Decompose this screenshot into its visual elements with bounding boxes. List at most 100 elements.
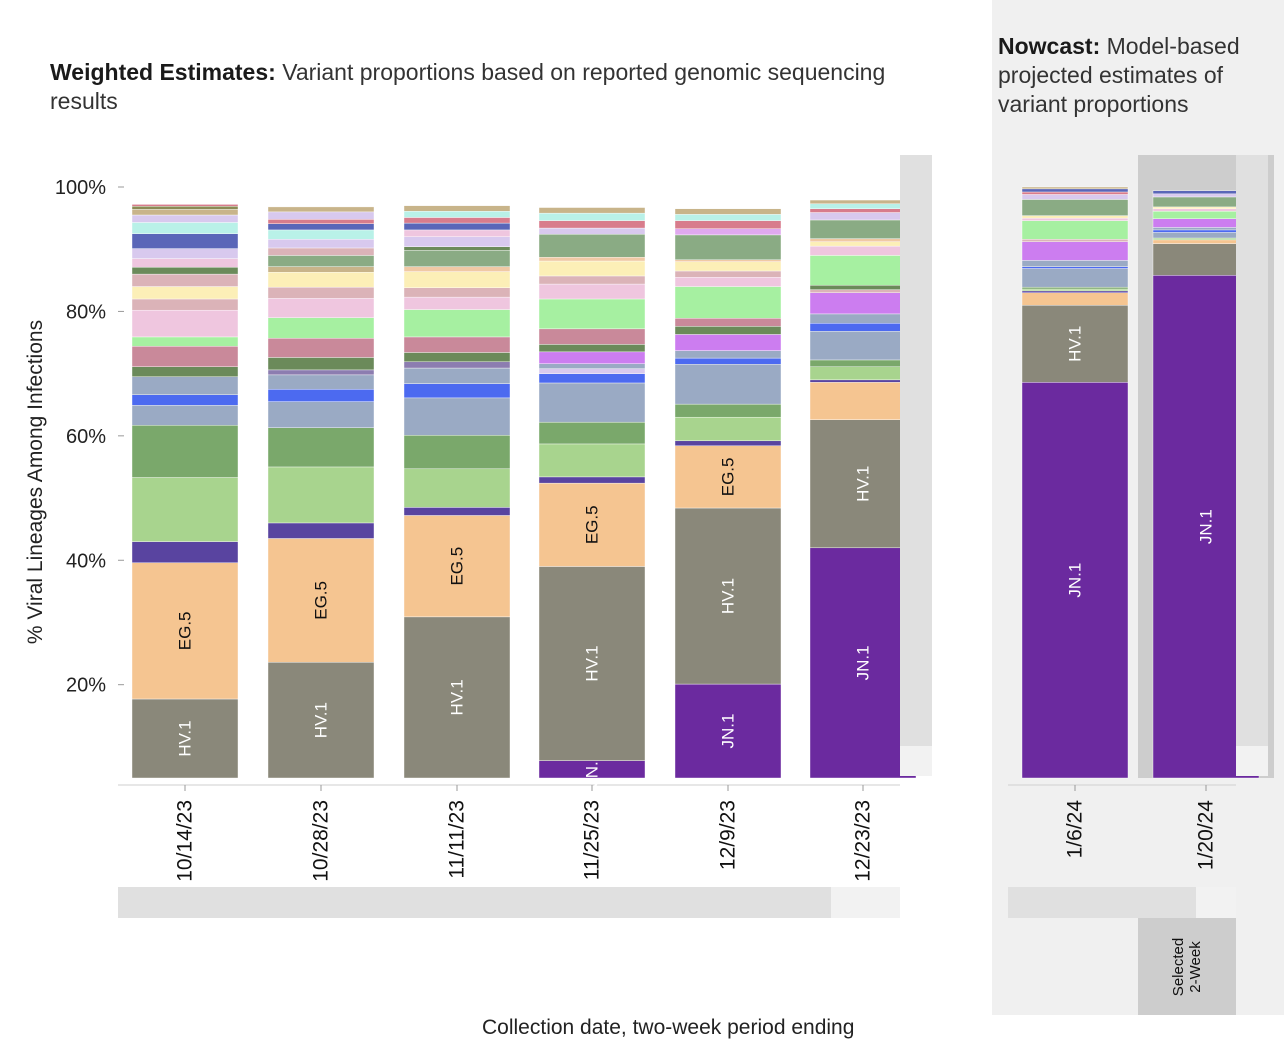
bar-segment[interactable] [809,547,917,779]
bar-segment[interactable] [674,261,782,272]
bar-segment[interactable] [674,357,782,365]
bar-segment[interactable] [131,309,239,338]
bar-segment[interactable] [403,336,511,353]
bar-segment[interactable] [403,250,511,267]
bar-segment[interactable] [403,236,511,247]
bar-segment[interactable] [674,334,782,351]
bar-segment[interactable] [538,328,646,345]
bar-segment[interactable] [131,258,239,268]
bar-segment[interactable] [674,286,782,319]
bar-segment[interactable] [1021,290,1129,293]
bar-segment[interactable] [267,374,375,390]
bar-segment[interactable] [403,309,511,338]
bar-segment[interactable] [674,445,782,509]
bar-segment[interactable] [131,346,239,367]
bar-segment[interactable] [131,336,239,347]
bar-segment[interactable] [674,326,782,335]
bar-segment[interactable] [674,228,782,236]
bar-segment[interactable] [538,212,646,221]
bar-segment[interactable] [267,357,375,371]
bar-segment[interactable] [674,318,782,327]
bar-segment[interactable] [267,286,375,299]
bar-segment[interactable] [1021,239,1129,242]
bar-segment[interactable] [403,507,511,516]
bar-segment[interactable] [1021,186,1129,190]
bar-segment[interactable] [267,206,375,213]
bar-segment[interactable] [538,275,646,285]
bar-segment[interactable] [131,248,239,259]
bar-segment[interactable] [538,260,646,277]
bar-segment[interactable] [267,223,375,231]
bar-segment[interactable] [1021,215,1129,219]
bar-segment[interactable] [1021,292,1129,306]
bar-segment[interactable] [674,416,782,442]
bar-segment[interactable] [1021,288,1129,292]
bar-segment[interactable] [131,562,239,700]
bar-segment[interactable] [538,283,646,300]
bar-segment[interactable] [403,352,511,363]
bar-segment[interactable] [131,425,239,478]
bar-segment[interactable] [538,373,646,384]
bar-segment[interactable] [131,394,239,406]
bar-segment[interactable] [131,214,239,223]
bar-segment[interactable] [538,566,646,761]
bar-segment[interactable] [1021,305,1129,383]
bar-segment[interactable] [267,401,375,428]
bar-segment[interactable] [674,364,782,405]
bar-segment[interactable] [267,211,375,220]
bar-segment[interactable] [131,267,239,275]
bar-segment[interactable] [131,541,239,563]
bar-segment[interactable] [538,220,646,229]
bar-segment[interactable] [538,476,646,484]
bar-segment[interactable] [131,204,239,207]
bar-segment[interactable] [267,247,375,256]
bar-segment[interactable] [538,363,646,369]
bar-segment[interactable] [403,367,511,384]
bar-segment[interactable] [403,515,511,618]
bar-segment[interactable] [267,337,375,358]
bar-segment[interactable] [674,234,782,260]
bar-segment[interactable] [538,443,646,478]
bar-segment[interactable] [403,296,511,310]
bar-segment[interactable] [267,317,375,339]
bar-segment[interactable] [674,214,782,221]
bar-segment[interactable] [267,662,375,779]
nowcast-vertical-scrollbar-thumb[interactable] [1236,155,1268,746]
bar-segment[interactable] [131,477,239,542]
weighted-vertical-scrollbar-thumb[interactable] [900,155,932,746]
bar-segment[interactable] [674,683,782,779]
bar-segment[interactable] [1021,268,1129,288]
bar-segment[interactable] [809,419,917,549]
bar-segment[interactable] [1021,266,1129,269]
bar-segment[interactable] [403,222,511,231]
bar-segment[interactable] [538,421,646,445]
bar-segment[interactable] [403,287,511,298]
bar-segment[interactable] [1021,188,1129,193]
bar-segment[interactable] [674,220,782,229]
bar-segment[interactable] [674,403,782,418]
bar-segment[interactable] [538,368,646,374]
bar-segment[interactable] [538,382,646,423]
bar-segment[interactable] [403,266,511,272]
bar-segment[interactable] [403,361,511,369]
bar-segment[interactable] [1021,382,1129,779]
bar-segment[interactable] [267,388,375,402]
bar-segment[interactable] [403,383,511,399]
bar-segment[interactable] [674,440,782,446]
bar-segment[interactable] [131,206,239,210]
bar-segment[interactable] [1021,194,1129,200]
bar-segment[interactable] [131,298,239,311]
bar-segment[interactable] [403,229,511,237]
bar-segment[interactable] [267,272,375,288]
bar-segment[interactable] [674,350,782,359]
bar-segment[interactable] [1021,191,1129,195]
bar-segment[interactable] [267,229,375,240]
bar-segment[interactable] [403,616,511,779]
bar-segment[interactable] [1021,241,1129,261]
bar-segment[interactable] [538,234,646,258]
nowcast-scrollbar-thumb[interactable] [1008,887,1196,918]
bar-segment[interactable] [403,246,511,251]
bar-segment[interactable] [131,273,239,287]
bar-segment[interactable] [267,427,375,468]
bar-segment[interactable] [131,209,239,216]
